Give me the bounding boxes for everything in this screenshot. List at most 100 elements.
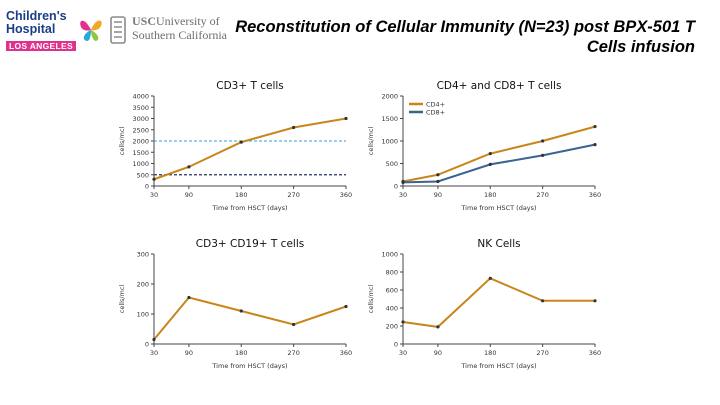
x-tick-label: 360 [589,191,601,199]
x-tick-label: 270 [287,349,299,357]
x-tick-label: 270 [536,191,548,199]
y-tick-label: 3000 [132,115,149,123]
x-axis-label: Time from HSCT (days) [460,362,536,370]
x-tick-label: 180 [484,191,496,199]
chla-logo-line3: LOS ANGELES [6,41,76,51]
data-point [488,276,492,280]
y-tick-label: 0 [394,183,398,191]
data-point [541,153,545,157]
data-point [541,139,545,143]
series-line [402,277,595,328]
y-axis-label: cells/mcl [118,127,126,156]
x-tick-label: 270 [287,191,299,199]
x-axis-label: Time from HSCT (days) [460,204,536,212]
chla-logo-line2: Hospital [6,22,56,36]
data-point [436,173,440,177]
x-tick-label: 90 [434,349,442,357]
y-tick-label: 300 [137,251,149,259]
data-point [593,143,597,147]
y-tick-label: 2500 [132,126,149,134]
data-point [239,140,243,144]
y-tick-label: 0 [145,341,149,349]
data-point [152,177,156,181]
data-point [488,152,492,156]
chart-cd3-t-cells: CD3+ T cells 0 500 1000 1500 2000 2500 3000 3500… [118,80,352,212]
usc-line2: Southern California [132,28,227,42]
y-tick-label: 1500 [381,115,398,123]
usc-seal-icon [110,16,126,44]
data-point [593,299,597,303]
x-tick-label: 90 [434,191,442,199]
y-tick-label: 4000 [132,93,149,101]
chla-logo-line1: Children's [6,9,67,23]
usc-brand: USC [132,14,157,28]
x-tick-label: 360 [340,349,352,357]
chart-title: CD4+ and CD8+ T cells [437,80,562,92]
legend-label: CD4+ [426,101,445,109]
usc-line1: University of [156,14,220,28]
y-tick-label: 3500 [132,104,149,112]
x-tick-label: 30 [399,349,407,357]
data-point [436,179,440,184]
legend-label: CD8+ [426,109,445,117]
data-point [187,295,191,300]
data-point [152,337,156,342]
x-tick-label: 180 [235,349,247,357]
y-tick-label: 1500 [132,149,149,157]
data-point [292,322,296,327]
y-axis-label: cells/mcl [118,285,126,314]
y-tick-label: 100 [137,311,149,319]
x-tick-label: 180 [484,349,496,357]
y-tick-label: 400 [386,305,398,313]
y-tick-label: 0 [394,341,398,349]
usc-logo: USCUniversity of Southern California [110,14,232,48]
y-tick-label: 1000 [381,138,398,146]
chart-title: CD3+ CD19+ T cells [196,238,304,250]
slide-title: Reconstitution of Cellular Immunity (N=2… [235,18,695,56]
y-tick-label: 0 [145,183,149,191]
y-tick-label: 200 [386,323,398,331]
x-tick-label: 30 [399,191,407,199]
y-tick-label: 1000 [381,251,398,259]
chart-title: NK Cells [477,238,520,250]
y-tick-label: 600 [386,287,398,295]
x-tick-label: 90 [185,191,193,199]
y-tick-label: 500 [137,171,149,179]
data-point [292,125,296,130]
butterfly-icon [80,20,102,41]
chart-cd3-cd19-t-cells: CD3+ CD19+ T cells 0 100 200 300 30 90 180 270 36… [118,238,352,370]
x-axis-label: Time from HSCT (days) [211,204,287,212]
x-tick-label: 90 [185,349,193,357]
x-tick-label: 30 [150,191,158,199]
data-point [239,309,243,313]
y-axis-label: cells/mcl [367,127,375,156]
y-axis-label: cells/mcl [367,285,375,314]
chart-nk-cells: NK Cells 0 200 400 600 800 1000 30 90 180 270 360 Ti… [367,238,601,370]
data-point [401,180,405,184]
series-line [153,117,347,181]
series-line [402,125,596,183]
data-point [344,116,348,121]
data-point [187,165,191,169]
x-tick-label: 360 [589,349,601,357]
data-point [541,299,545,303]
x-tick-label: 180 [235,191,247,199]
data-point [401,320,405,324]
x-tick-label: 30 [150,349,158,357]
y-tick-label: 2000 [132,138,149,146]
childrens-hospital-la-logo: Children's Hospital LOS ANGELES [6,9,104,51]
usc-logo-text: USCUniversity of Southern California [132,14,227,42]
data-point [488,162,492,166]
y-tick-label: 2000 [381,93,398,101]
data-point [344,304,348,309]
series-line [153,296,347,341]
x-tick-label: 360 [340,191,352,199]
x-axis-label: Time from HSCT (days) [211,362,287,370]
data-point [436,325,440,329]
y-tick-label: 800 [386,269,398,277]
chart-cd4-cd8-t-cells: CD4+ and CD8+ T cells 0 500 1000 1500 2000 30 9… [367,80,601,212]
y-tick-label: 200 [137,281,149,289]
x-tick-label: 270 [536,349,548,357]
y-tick-label: 1000 [132,160,149,168]
chart-title: CD3+ T cells [216,80,284,92]
